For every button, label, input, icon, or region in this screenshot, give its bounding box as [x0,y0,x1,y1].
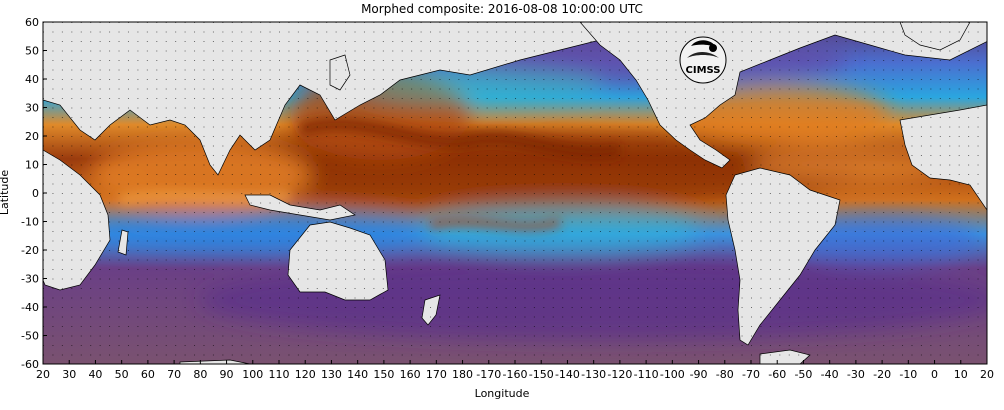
x-tick-label: -100 [660,368,685,381]
x-tick-label: -90 [690,368,708,381]
x-tick-label: -170 [476,368,501,381]
x-tick-label: 80 [193,368,207,381]
x-tick-label: 160 [400,368,421,381]
y-tick-label: -10 [21,216,39,229]
x-tick-label: 170 [426,368,447,381]
cimss-logo [679,36,727,84]
x-tick-label: 60 [141,368,155,381]
x-tick-label: 90 [220,368,234,381]
x-tick-label: -150 [529,368,554,381]
x-tick-label: -130 [581,368,606,381]
x-tick-label: 120 [295,368,316,381]
x-tick-label: 0 [931,368,938,381]
y-tick-label: 10 [25,159,39,172]
y-tick-label: 0 [32,187,39,200]
x-tick-label: 20 [36,368,50,381]
x-tick-label: 10 [954,368,968,381]
moisture-field: CIMSS [43,22,987,364]
x-tick-labels: 20 30 40 50 60 70 80 90 100 110 120 130 140 150 160 170… [36,360,994,381]
x-tick-label: -120 [607,368,632,381]
x-tick-label: -110 [634,368,659,381]
y-tick-label: 40 [25,73,39,86]
x-tick-label: 150 [373,368,394,381]
x-tick-label: -80 [716,368,734,381]
x-tick-label: 110 [269,368,290,381]
x-tick-label: -40 [821,368,839,381]
x-tick-label: 140 [347,368,368,381]
y-tick-label: -40 [21,301,39,314]
y-tick-label: 20 [25,130,39,143]
x-tick-label: 30 [62,368,76,381]
y-tick-label: -30 [21,273,39,286]
x-tick-label: 20 [980,368,994,381]
x-tick-label: -160 [503,368,528,381]
cimss-logo-text: CIMSS [686,65,721,76]
x-tick-label: 50 [115,368,129,381]
y-tick-label: -60 [21,358,39,371]
y-tick-labels: 60 50 40 30 20 10 0 -10 -20 -30 -40 -50 -60 [21,16,47,371]
x-tick-label: -30 [847,368,865,381]
y-tick-label: -50 [21,330,39,343]
x-tick-label: 40 [88,368,102,381]
x-tick-label: -60 [768,368,786,381]
figure-title: Morphed composite: 2016-08-08 10:00:00 U… [361,2,643,16]
y-tick-label: 30 [25,102,39,115]
x-tick-label: -10 [899,368,917,381]
x-tick-label: 100 [242,368,263,381]
y-tick-label: 60 [25,16,39,29]
x-tick-label: -70 [742,368,760,381]
x-tick-label: -50 [794,368,812,381]
x-tick-label: -20 [873,368,891,381]
x-tick-label: 130 [321,368,342,381]
y-tick-label: 50 [25,45,39,58]
y-tick-label: -20 [21,244,39,257]
x-axis-title: Longitude [474,387,530,400]
graticule [43,22,987,364]
x-tick-label: -140 [555,368,580,381]
x-tick-label: 180 [452,368,473,381]
x-tick-label: 70 [167,368,181,381]
